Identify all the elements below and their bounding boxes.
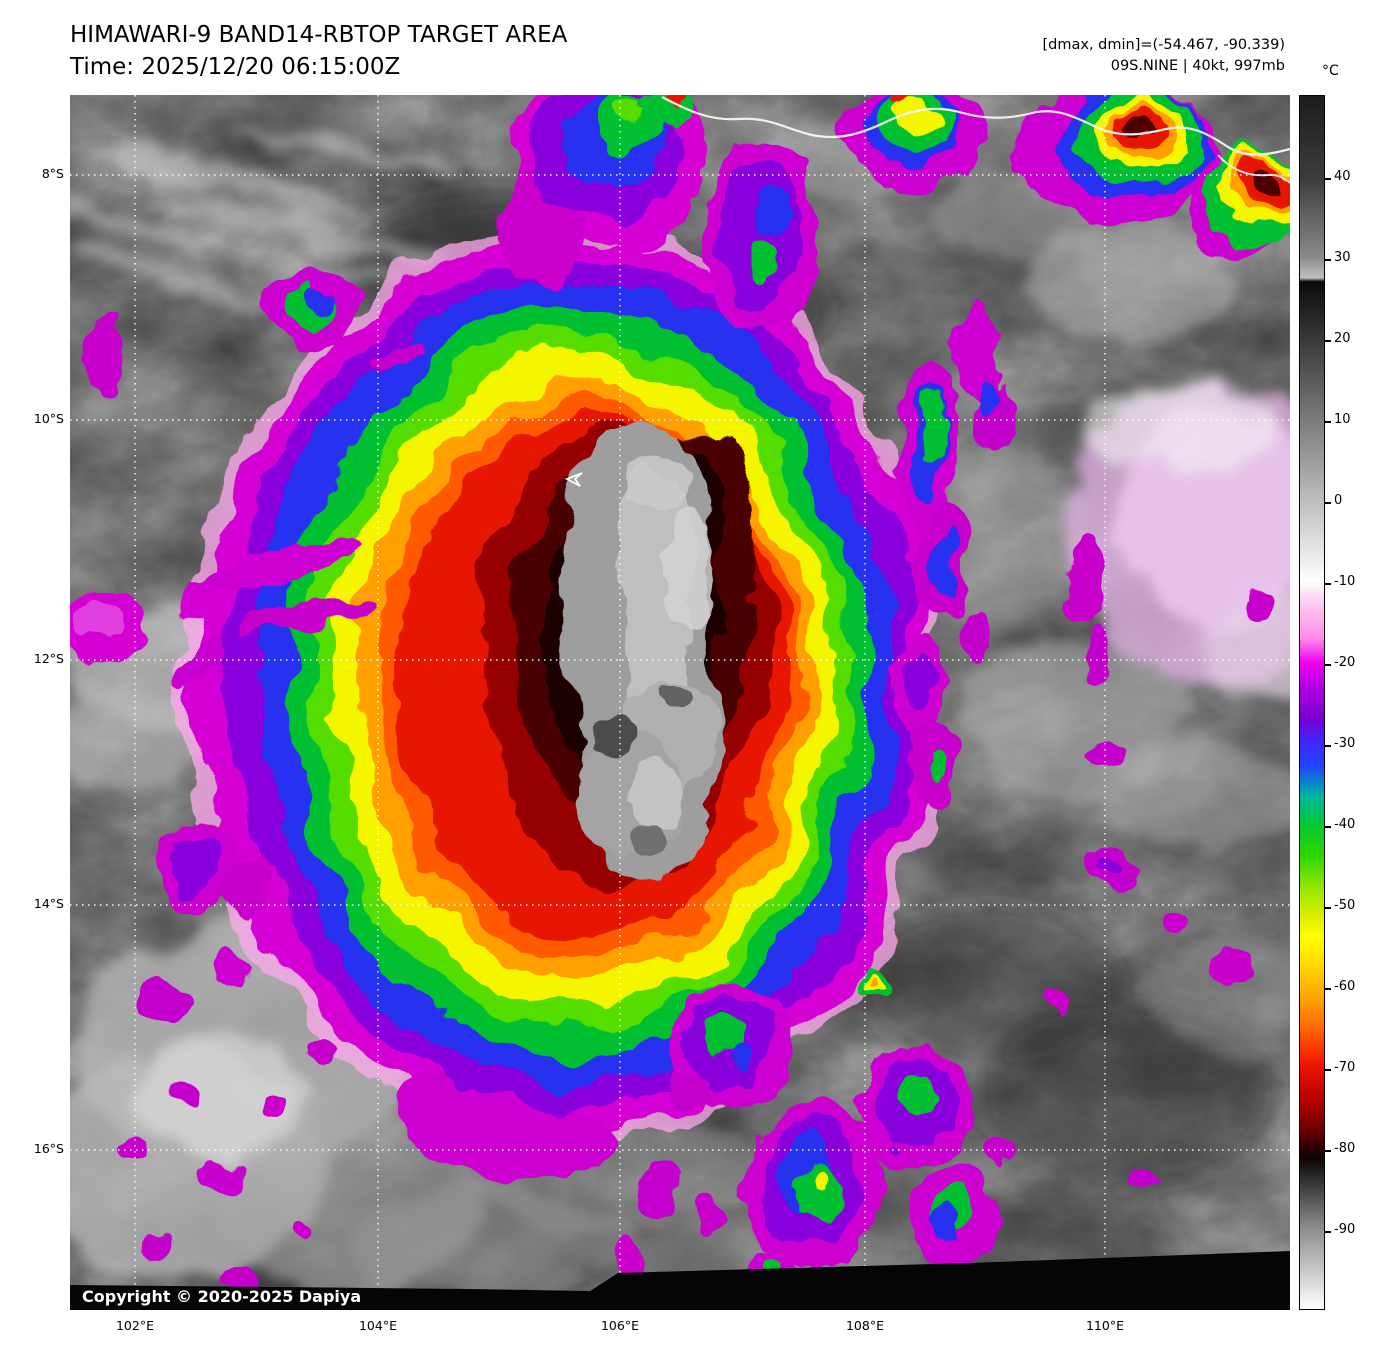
- colorbar-tick: [1325, 907, 1331, 909]
- lon-label-110e: 110°E: [1085, 1318, 1124, 1333]
- colorbar-tick: [1325, 988, 1331, 990]
- lon-label-106e: 106°E: [600, 1318, 639, 1333]
- colorbar-tick: [1325, 502, 1331, 504]
- lat-label-12s: 12°S: [33, 651, 64, 666]
- colorbar-tick: [1325, 340, 1331, 342]
- east-band: [894, 359, 991, 807]
- convective-blob-top-green: [841, 95, 985, 191]
- colorbar-tick-label: -80: [1334, 1141, 1356, 1156]
- colorbar-tick: [1325, 178, 1331, 180]
- convective-blob-top-center: [500, 95, 708, 285]
- lat-label-10s: 10°S: [33, 411, 64, 426]
- colorbar-tick-label: 30: [1334, 250, 1351, 265]
- colorbar-tick: [1325, 583, 1331, 585]
- storm-cell-top-right: [1015, 95, 1215, 222]
- lat-label-16s: 16°S: [33, 1141, 64, 1156]
- colorbar-tick-label: -40: [1334, 817, 1356, 832]
- storm-info-label: 09S.NINE | 40kt, 997mb: [1110, 58, 1285, 74]
- lon-label-108e: 108°E: [845, 1318, 884, 1333]
- colorbar-tick: [1325, 1150, 1331, 1152]
- colorbar-tick-label: -50: [1334, 898, 1356, 913]
- coastline: [661, 96, 1290, 184]
- time-label: Time: 2025/12/20 06:15:00Z: [70, 54, 401, 80]
- colorbar-tick: [1325, 259, 1331, 261]
- colorbar-tick: [1325, 1231, 1331, 1233]
- colorbar-tick-label: -20: [1334, 655, 1356, 670]
- west-purple-speckles: [70, 270, 429, 1291]
- lat-label-8s: 8°S: [41, 166, 64, 181]
- colorbar-tick-label: 20: [1334, 331, 1351, 346]
- storm-cell-far-right: [1186, 143, 1290, 253]
- colorbar-tick-label: -90: [1334, 1222, 1356, 1237]
- dmax-dmin-label: [dmax, dmin]=(-54.467, -90.339): [1042, 37, 1286, 53]
- no-data-band: [70, 1251, 1290, 1310]
- cirrus-streaks: [70, 123, 519, 316]
- satellite-image: Copyright © 2020-2025 Dapiya: [70, 95, 1290, 1310]
- copyright-text: Copyright © 2020-2025 Dapiya: [82, 1287, 361, 1306]
- lat-label-14s: 14°S: [33, 896, 64, 911]
- purple-fragments-ne: [951, 307, 1015, 453]
- colorbar-tick: [1325, 1069, 1331, 1071]
- colorbar-tick: [1325, 664, 1331, 666]
- colorbar-tick-label: 40: [1334, 169, 1351, 184]
- colorbar-tick-label: 0: [1334, 493, 1343, 508]
- overshooting-tops: [555, 428, 723, 881]
- colorbar-tick: [1325, 745, 1331, 747]
- grid-lines: [70, 95, 1290, 1310]
- colorbar-tick: [1325, 826, 1331, 828]
- lon-label-102e: 102°E: [115, 1318, 154, 1333]
- colorbar-tick: [1325, 421, 1331, 423]
- colorbar-tick-label: -70: [1334, 1060, 1356, 1075]
- lon-label-104e: 104°E: [358, 1318, 397, 1333]
- colorbar-tick-label: 10: [1334, 412, 1351, 427]
- colorbar-unit: °C: [1322, 63, 1339, 79]
- storm-center-marker: [564, 472, 583, 487]
- satellite-map: Copyright © 2020-2025 Dapiya: [70, 95, 1290, 1310]
- colorbar-tick-label: -60: [1334, 979, 1356, 994]
- page-title: HIMAWARI-9 BAND14-RBTOP TARGET AREA: [70, 22, 568, 48]
- colorbar-tick-label: -10: [1334, 574, 1356, 589]
- colorbar-gradient: [1299, 95, 1325, 1310]
- southeast-spiral-band: [614, 968, 998, 1310]
- colorbar-tick-label: -30: [1334, 736, 1356, 751]
- convective-blob-north: [704, 142, 820, 332]
- pink-cirrus-shield: [1065, 380, 1290, 695]
